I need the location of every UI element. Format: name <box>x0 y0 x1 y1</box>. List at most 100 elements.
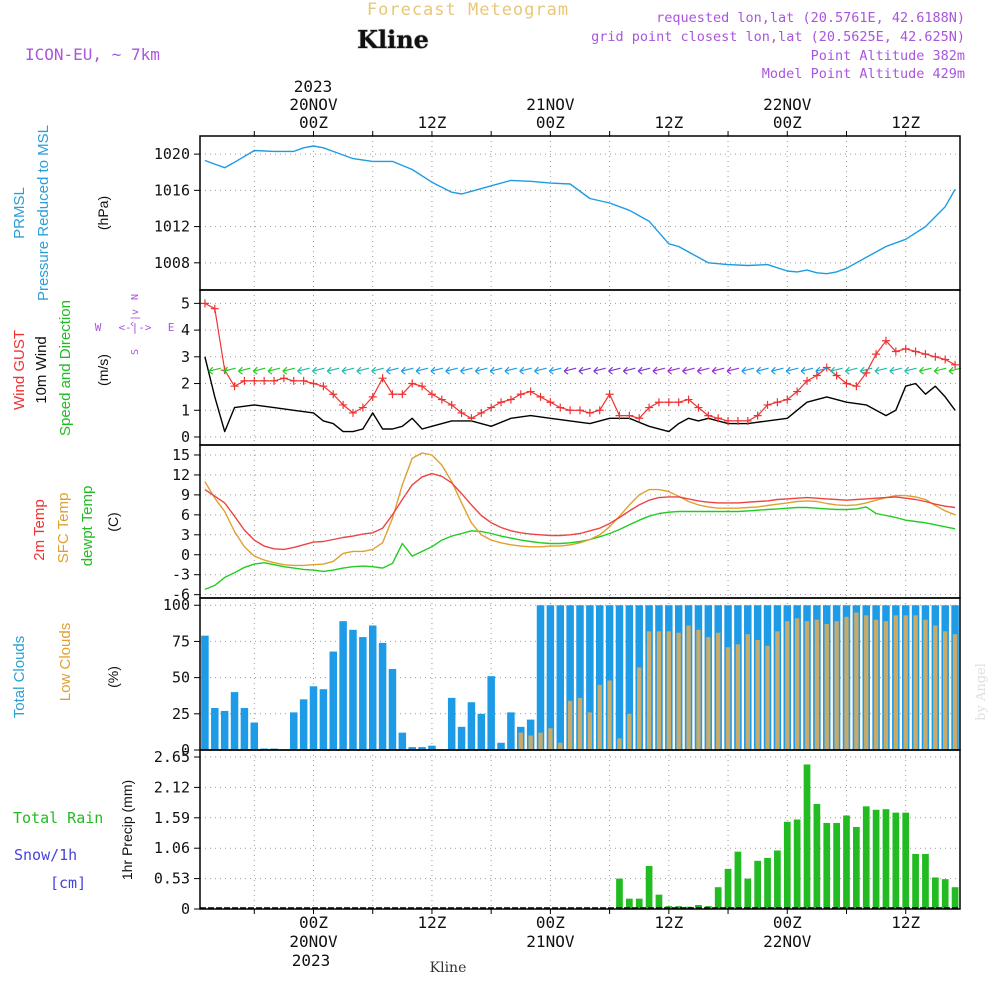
wind-direction-arrow <box>563 366 577 375</box>
rain-bar <box>813 804 821 909</box>
rain-bar <box>843 815 850 909</box>
rain-bar <box>862 806 870 909</box>
requested-coordinates: requested lon,lat (20.5761E, 42.6188N) <box>656 10 965 26</box>
wind-direction-label: Speed and Direction <box>57 300 74 436</box>
pressure-tick-label: 1008 <box>154 254 190 272</box>
low-cloud-bar <box>844 616 849 750</box>
wind-direction-arrow <box>800 366 814 375</box>
low-cloud-bar <box>794 618 800 750</box>
wind-gust-point <box>368 392 377 401</box>
clouds-tick-label: 50 <box>172 669 190 687</box>
wind-direction-arrow <box>297 366 310 375</box>
rain-bar <box>872 809 880 909</box>
rain-bar <box>714 887 722 909</box>
wind-gust-point <box>803 376 812 385</box>
total-cloud-bar <box>408 747 416 750</box>
clouds-tick-label: 75 <box>172 632 190 650</box>
temp-tick-label: 6 <box>181 506 190 524</box>
rain-bar <box>625 898 633 909</box>
wind-gust-point <box>506 395 515 404</box>
wind-gust-line <box>204 302 956 422</box>
rain-bar <box>892 812 900 909</box>
precip-tick-label: 0 <box>181 900 190 918</box>
wind-gust-label: Wind GUST <box>11 330 28 410</box>
wind-direction-arrow <box>578 366 592 375</box>
wind-10m-label: 10m Wind <box>33 336 50 404</box>
pressure-unit-label: (hPa) <box>95 196 111 230</box>
wind-gust-point <box>289 376 298 385</box>
rain-bar <box>754 860 762 909</box>
bottom-date-label: 22NOV <box>763 932 812 951</box>
bottom-date-label: 20NOV <box>289 932 338 951</box>
wind-direction-arrow <box>208 366 221 375</box>
temp-unit-label: (C) <box>105 512 121 531</box>
wind-direction-arrow <box>445 366 458 375</box>
low-cloud-bar <box>745 634 750 750</box>
wind-gust-point <box>743 416 752 425</box>
temp-tick-label: 0 <box>181 546 190 564</box>
wind-tick-label: 0 <box>181 428 190 446</box>
wind-tick-label: 3 <box>181 348 190 366</box>
wind-direction-arrow <box>223 366 236 375</box>
total-cloud-bar <box>536 605 545 750</box>
compass-horizontal: <-|-> <box>118 321 151 334</box>
rain-bar <box>853 826 860 909</box>
wind-gust-point <box>793 387 802 396</box>
prmsl-label: PRMSL <box>11 187 28 239</box>
rain-bar <box>764 857 771 909</box>
low-cloud-bar <box>952 634 958 750</box>
rain-bar <box>931 877 939 909</box>
watermark: by Angel <box>974 663 989 721</box>
top-year-label: 2023 <box>294 77 333 96</box>
low-cloud-bar <box>725 647 731 750</box>
wind-gust-point <box>447 400 456 409</box>
low-cloud-bar <box>637 667 642 750</box>
wind-panel-labels: Wind GUST 10m Wind Speed and Direction (… <box>11 294 174 436</box>
sfc-temp-label: SFC Temp <box>55 493 72 564</box>
total-rain-label: Total Rain <box>13 809 103 827</box>
pressure-line <box>204 145 956 275</box>
rain-bar <box>823 822 831 909</box>
low-cloud-bar <box>854 612 859 750</box>
low-cloud-bar <box>617 738 622 750</box>
low-cloud-bar <box>676 632 681 750</box>
low-cloud-bar <box>923 619 928 750</box>
chart-title: Forecast Meteogram <box>367 0 569 20</box>
compass-vertical: ^|v <box>130 309 141 327</box>
low-cloud-bar <box>755 639 760 750</box>
wind-direction-arrow <box>489 366 503 375</box>
wind-direction-arrow <box>237 366 251 375</box>
wind-gust-point <box>408 379 417 388</box>
total-cloud-bar <box>418 747 426 750</box>
clouds-tick-label: 25 <box>172 705 190 723</box>
rain-bar <box>951 887 959 909</box>
footer-location: Kline <box>430 960 467 976</box>
low-cloud-bar <box>933 625 938 750</box>
bottom-time-label: 12Z <box>654 913 683 932</box>
low-clouds-label: Low Clouds <box>57 623 74 701</box>
total-cloud-bar <box>428 745 436 750</box>
wind-gust-point <box>694 403 703 412</box>
wind-tick-label: 2 <box>181 375 190 393</box>
top-time-label: 12Z <box>417 113 446 132</box>
total-cloud-bar <box>487 676 495 750</box>
total-cloud-bar <box>467 702 476 750</box>
total-cloud-bar <box>201 635 209 750</box>
total-cloud-bar <box>250 722 259 750</box>
total-cloud-bar <box>220 710 229 750</box>
wind-gust-point <box>763 400 772 409</box>
wind-direction-arrow <box>889 366 902 375</box>
pressure-tick-label: 1012 <box>154 218 190 236</box>
wind-gust-point <box>941 355 950 364</box>
wind-direction-arrow <box>845 366 858 375</box>
temp-tick-label: -6 <box>172 586 190 604</box>
dewpoint-line <box>204 506 956 591</box>
wind-gust-point <box>645 403 654 412</box>
temp-panel-labels: 2m Temp SFC Temp dewpt Temp (C) <box>31 486 121 567</box>
wind-direction-arrow <box>593 366 606 375</box>
wind-gust-point <box>358 403 367 412</box>
wind-direction-arrow <box>548 366 562 375</box>
pressure-tick-label: 1020 <box>154 145 190 163</box>
total-cloud-bar <box>378 642 387 750</box>
wind-gust-point <box>240 376 249 385</box>
